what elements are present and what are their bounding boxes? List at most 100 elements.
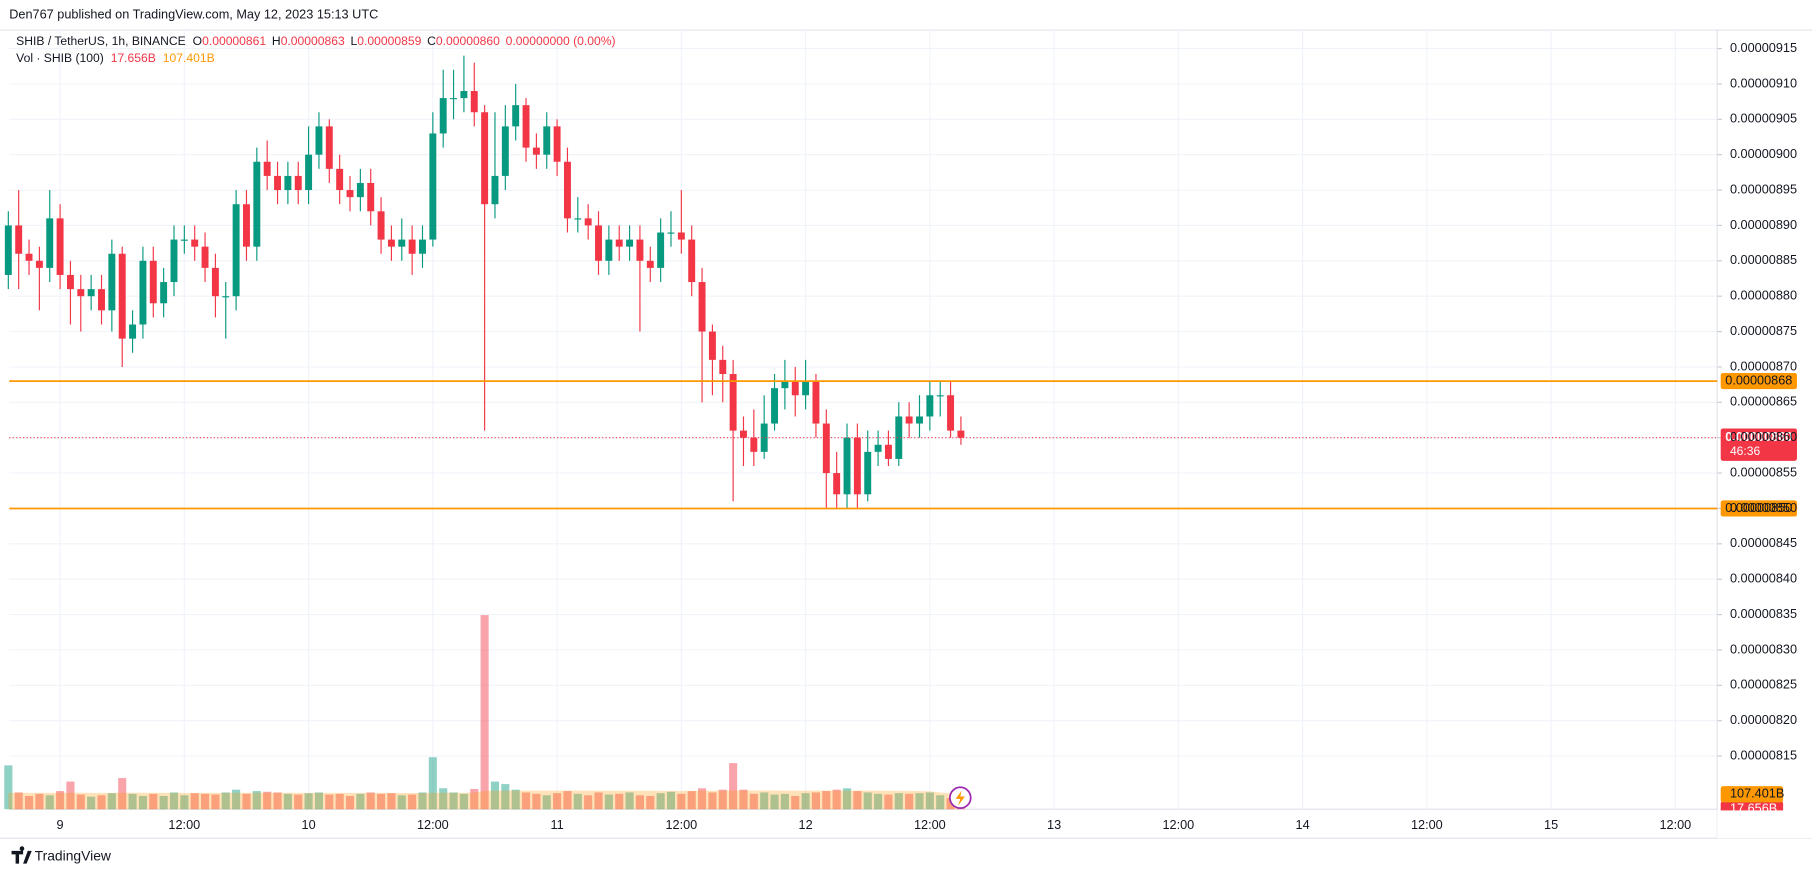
candle-body	[450, 98, 458, 100]
legend-key: C	[427, 34, 436, 48]
candle-body	[553, 126, 561, 162]
volume-bar	[925, 792, 934, 810]
y-tick-label: 0.00000905	[1730, 111, 1797, 126]
legend-value: 0.00000860	[436, 34, 500, 48]
candle-body	[491, 175, 499, 205]
volume-ma-badge	[1720, 786, 1784, 803]
volume-bar	[542, 795, 551, 810]
candle-body	[263, 161, 271, 176]
legend: SHIB / TetherUS, 1h, BINANCE O 0.00000861 H…	[16, 34, 615, 65]
volume-bar	[615, 793, 624, 810]
volume-bar	[418, 792, 427, 810]
candle-body	[905, 416, 913, 424]
volume-bar	[677, 793, 686, 810]
y-tick-label: 0.00000885	[1730, 252, 1797, 267]
volume-bar	[242, 793, 251, 810]
volume-bar	[739, 789, 748, 810]
volume-bar	[532, 793, 541, 810]
candle-body	[429, 133, 437, 240]
candle-body	[222, 296, 230, 298]
x-tick-label: 12:00	[1659, 817, 1691, 832]
candle-body	[833, 473, 841, 495]
volume-bar	[408, 794, 417, 810]
candle-body	[108, 253, 116, 311]
volume-bar	[780, 793, 789, 810]
volume-bar	[905, 793, 914, 810]
brand-name: TradingView	[35, 847, 112, 863]
volume-bar	[366, 792, 375, 810]
volume-bar	[915, 793, 924, 810]
volume-bar	[387, 793, 396, 810]
y-tick-label: 0.00000840	[1730, 571, 1797, 586]
volume-bar	[449, 792, 458, 810]
level-badge	[1720, 500, 1797, 517]
candle-body	[367, 182, 375, 212]
y-tick-label: 0.00000865	[1730, 394, 1797, 409]
candle-body	[170, 239, 178, 283]
volume-bar	[822, 791, 831, 810]
y-tick-label: 0.00000870	[1730, 358, 1797, 373]
volume-bar	[594, 792, 603, 810]
volume-bar	[283, 793, 292, 810]
x-tick-label: 12:00	[168, 817, 200, 832]
volume-bar	[345, 795, 355, 810]
legend-value: 0.00000861	[202, 34, 266, 48]
volume-bar	[646, 795, 655, 810]
candle-body	[947, 395, 955, 431]
candle-body	[129, 324, 137, 339]
volume-bar	[521, 792, 531, 810]
volume-bar	[169, 792, 179, 810]
volume-bar	[377, 793, 386, 810]
y-tick-label: 0.00000855	[1730, 464, 1797, 479]
candle-body	[180, 239, 188, 241]
volume-bar	[45, 795, 54, 810]
y-tick-label: 0.00000875	[1730, 323, 1797, 338]
candle-body	[936, 395, 944, 397]
candle-body	[512, 105, 520, 127]
legend-change: 0.00000000 (0.00%)	[506, 34, 616, 48]
candle-body	[232, 204, 240, 297]
overlays: 0.000008680.000008500.0000086046:3617.65…	[9, 372, 1812, 839]
x-tick-label: 11	[551, 817, 564, 832]
candle-body	[853, 437, 861, 495]
volume-bar	[874, 793, 883, 810]
volume-bar	[573, 793, 582, 810]
candle-body	[605, 239, 613, 261]
volume-bar	[946, 798, 955, 810]
volume-bar	[24, 795, 34, 810]
volume-bar	[936, 795, 945, 810]
axis-cover	[1717, 810, 1812, 839]
volume-bar	[729, 763, 738, 810]
volume-bar	[563, 791, 572, 810]
volume-bar	[314, 792, 323, 810]
candle-body	[595, 225, 602, 261]
candle-body	[522, 105, 530, 148]
volume-bar	[584, 795, 593, 810]
volume-bar	[791, 795, 800, 810]
candle-body	[688, 239, 696, 283]
legend-key: O	[193, 34, 202, 48]
candle-body	[35, 260, 43, 268]
candle-body	[563, 161, 571, 219]
volume-bar	[325, 794, 334, 810]
x-tick-label: 12:00	[1411, 817, 1443, 832]
candle-body	[574, 218, 582, 220]
candle-body	[584, 218, 592, 226]
candle-body	[191, 239, 199, 247]
y-tick-label: 0.00000860	[1730, 429, 1797, 444]
candle-body	[822, 423, 830, 474]
volume-bar	[884, 794, 893, 810]
x-tick-label: 12:00	[417, 817, 449, 832]
volume-legend-value: 17.656B	[111, 51, 156, 65]
candle-body	[387, 239, 395, 247]
volume-pane	[4, 615, 965, 810]
x-tick-label: 12:00	[914, 817, 946, 832]
volume-bar	[201, 793, 210, 810]
published-note: Den767 published on TradingView.com, May…	[9, 6, 378, 21]
x-tick-label: 12:00	[665, 817, 697, 832]
volume-bar	[252, 791, 261, 810]
candle-body	[771, 388, 779, 424]
brand-logo	[11, 846, 32, 864]
candle-body	[211, 267, 219, 297]
